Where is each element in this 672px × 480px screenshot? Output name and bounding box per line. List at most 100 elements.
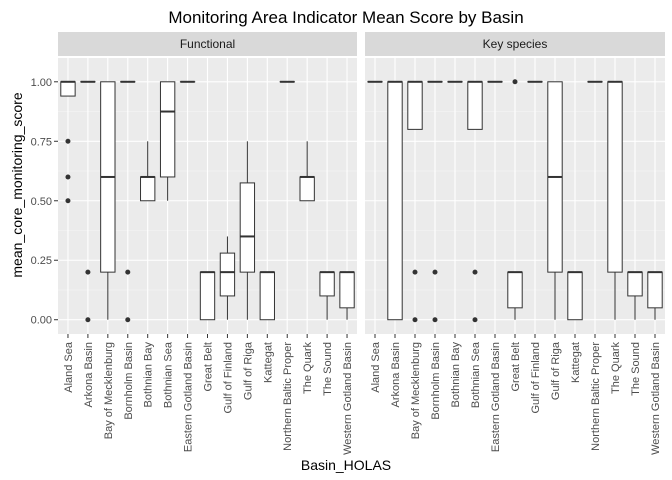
x-tick-label: Bothnian Bay [143, 342, 155, 408]
x-tick-label: Bay of Mecklenburg [103, 342, 115, 439]
chart-title: Monitoring Area Indicator Mean Score by … [168, 8, 523, 27]
y-tick-label: 0.75 [31, 136, 52, 148]
x-tick-label: Northern Baltic Proper [590, 342, 602, 451]
facet-panel-functional: Functional Aland Sea Arkona Basin Bay of Me… [58, 32, 357, 455]
x-tick-label: Bornholm Basin [430, 342, 442, 420]
outlier-point [85, 317, 91, 323]
facet-panel-key-species: Key species Aland Sea Arkona Basin Bay of M… [365, 32, 665, 455]
y-axis-title: mean_core_monitoring_score [9, 92, 25, 277]
x-tick-label: Great Belt [510, 342, 522, 392]
outlier-point [412, 317, 418, 323]
box-iqr [259, 271, 275, 321]
x-tick-label: Western Gotland Basin [650, 342, 662, 455]
box-iqr [239, 182, 256, 273]
facet-strip [365, 32, 665, 56]
box-iqr [299, 176, 315, 202]
outlier-point [432, 269, 438, 275]
x-tick-label: Eastern Gotland Basin [183, 342, 195, 452]
box-bay-of-mecklenburg [100, 81, 116, 320]
box-western-gotland-basin [647, 271, 663, 320]
box-gulf-of-finland [219, 236, 236, 320]
box-the-sound [319, 271, 335, 320]
box-the-sound [627, 271, 643, 320]
x-tick-label: Bay of Mecklenburg [410, 342, 422, 439]
x-tick-label: Arkona Basin [390, 342, 402, 407]
x-tick-label: Kattegat [262, 342, 274, 383]
x-tick-label: Great Belt [203, 342, 215, 392]
outlier-point [472, 317, 478, 323]
box-iqr [140, 176, 156, 202]
box-great-belt [199, 271, 216, 321]
facet-strip [58, 32, 357, 56]
x-tick-label: Gulf of Finland [530, 342, 542, 414]
box-kattegat [567, 271, 583, 321]
y-tick-label: 0.00 [31, 315, 52, 327]
x-axis-title: Basin_HOLAS [301, 457, 391, 473]
box-iqr [60, 81, 76, 97]
x-tick-label: The Quark [302, 342, 314, 394]
outlier-point [65, 174, 71, 180]
outlier-point [85, 269, 91, 275]
box-gulf-of-riga [547, 81, 563, 320]
outlier-point [125, 269, 131, 275]
box-bothnian-sea [159, 81, 176, 201]
box-arkona-basin [80, 80, 96, 323]
facet-strip-label: Key species [483, 37, 548, 51]
box-iqr [507, 271, 523, 309]
x-tick-label: Arkona Basin [83, 342, 95, 407]
box-bornholm-basin [120, 80, 136, 323]
outlier-point [412, 269, 418, 275]
box-iqr [607, 81, 623, 273]
x-tick-label: The Quark [610, 342, 622, 394]
x-tick-label: Gulf of Finland [222, 342, 234, 414]
box-iqr [407, 81, 423, 130]
box-bothnian-bay [140, 141, 156, 202]
x-tick-label: Gulf of Riga [550, 341, 562, 400]
x-tick-label: Bothnian Bay [450, 342, 462, 408]
box-iqr [627, 271, 643, 297]
outlier-point [65, 138, 71, 144]
box-the-quark [299, 141, 315, 202]
y-tick-label: 0.25 [31, 255, 52, 267]
x-tick-label: Northern Baltic Proper [282, 342, 294, 451]
outlier-point [65, 198, 71, 204]
box-kattegat [259, 271, 275, 321]
box-aland-sea [60, 80, 76, 204]
y-tick-label: 0.50 [31, 196, 52, 208]
x-tick-label: Eastern Gotland Basin [490, 342, 502, 452]
x-tick-label: Bothnian Sea [470, 341, 482, 408]
box-gulf-of-riga [239, 141, 256, 320]
x-tick-label: Aland Sea [63, 341, 75, 393]
outlier-point [512, 79, 518, 85]
box-iqr [219, 252, 236, 297]
x-tick-label: Aland Sea [370, 341, 382, 393]
box-arkona-basin [387, 80, 403, 321]
facet-strip-label: Functional [180, 37, 235, 51]
y-tick-label: 1.00 [31, 77, 52, 89]
box-iqr [647, 271, 663, 309]
x-tick-label: Kattegat [570, 342, 582, 383]
box-iqr [567, 271, 583, 321]
box-iqr [199, 271, 216, 321]
box-bay-of-mecklenburg [407, 80, 423, 323]
box-iqr [339, 271, 355, 309]
x-tick-label: Western Gotland Basin [342, 342, 354, 455]
box-iqr [467, 81, 483, 130]
box-bothnian-sea [467, 80, 483, 323]
box-great-belt [507, 79, 523, 320]
box-the-quark [607, 80, 623, 320]
box-western-gotland-basin [339, 271, 355, 320]
x-tick-label: Gulf of Riga [242, 341, 254, 400]
x-tick-label: Bothnian Sea [163, 341, 175, 408]
x-tick-label: Bornholm Basin [123, 342, 135, 420]
box-iqr [387, 81, 403, 321]
box-bornholm-basin [427, 80, 443, 323]
x-tick-label: The Sound [630, 342, 642, 396]
box-iqr [319, 271, 335, 297]
outlier-point [125, 317, 131, 323]
box-iqr [159, 81, 176, 178]
outlier-point [472, 269, 478, 275]
x-tick-label: The Sound [322, 342, 334, 396]
outlier-point [432, 317, 438, 323]
